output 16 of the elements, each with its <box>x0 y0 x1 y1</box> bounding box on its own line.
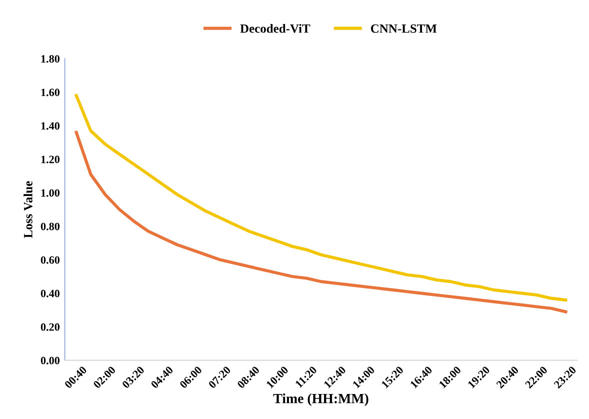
y-tick-label: 0.60 <box>40 256 60 264</box>
y-tick-label: 1.40 <box>41 122 60 130</box>
y-tick-label: 1.60 <box>41 88 60 96</box>
line-series <box>74 94 568 302</box>
y-tick-label: 1.00 <box>41 189 60 197</box>
y-tick-label: 0.80 <box>40 222 60 230</box>
legend-label: CNN-LSTM <box>370 24 437 33</box>
y-axis-title: Loss Value <box>24 181 32 238</box>
y-tick-label: 1.80 <box>41 55 60 63</box>
y-tick-label: 0.40 <box>40 290 60 298</box>
legend-label: Decoded-ViT <box>240 24 310 33</box>
y-tick-label: 0.20 <box>40 323 60 331</box>
y-tick-label: 0.00 <box>40 356 60 364</box>
y-tick-label: 1.20 <box>41 156 60 164</box>
line-series <box>74 130 568 314</box>
x-axis-title: Time (HH:MM) <box>273 393 368 406</box>
